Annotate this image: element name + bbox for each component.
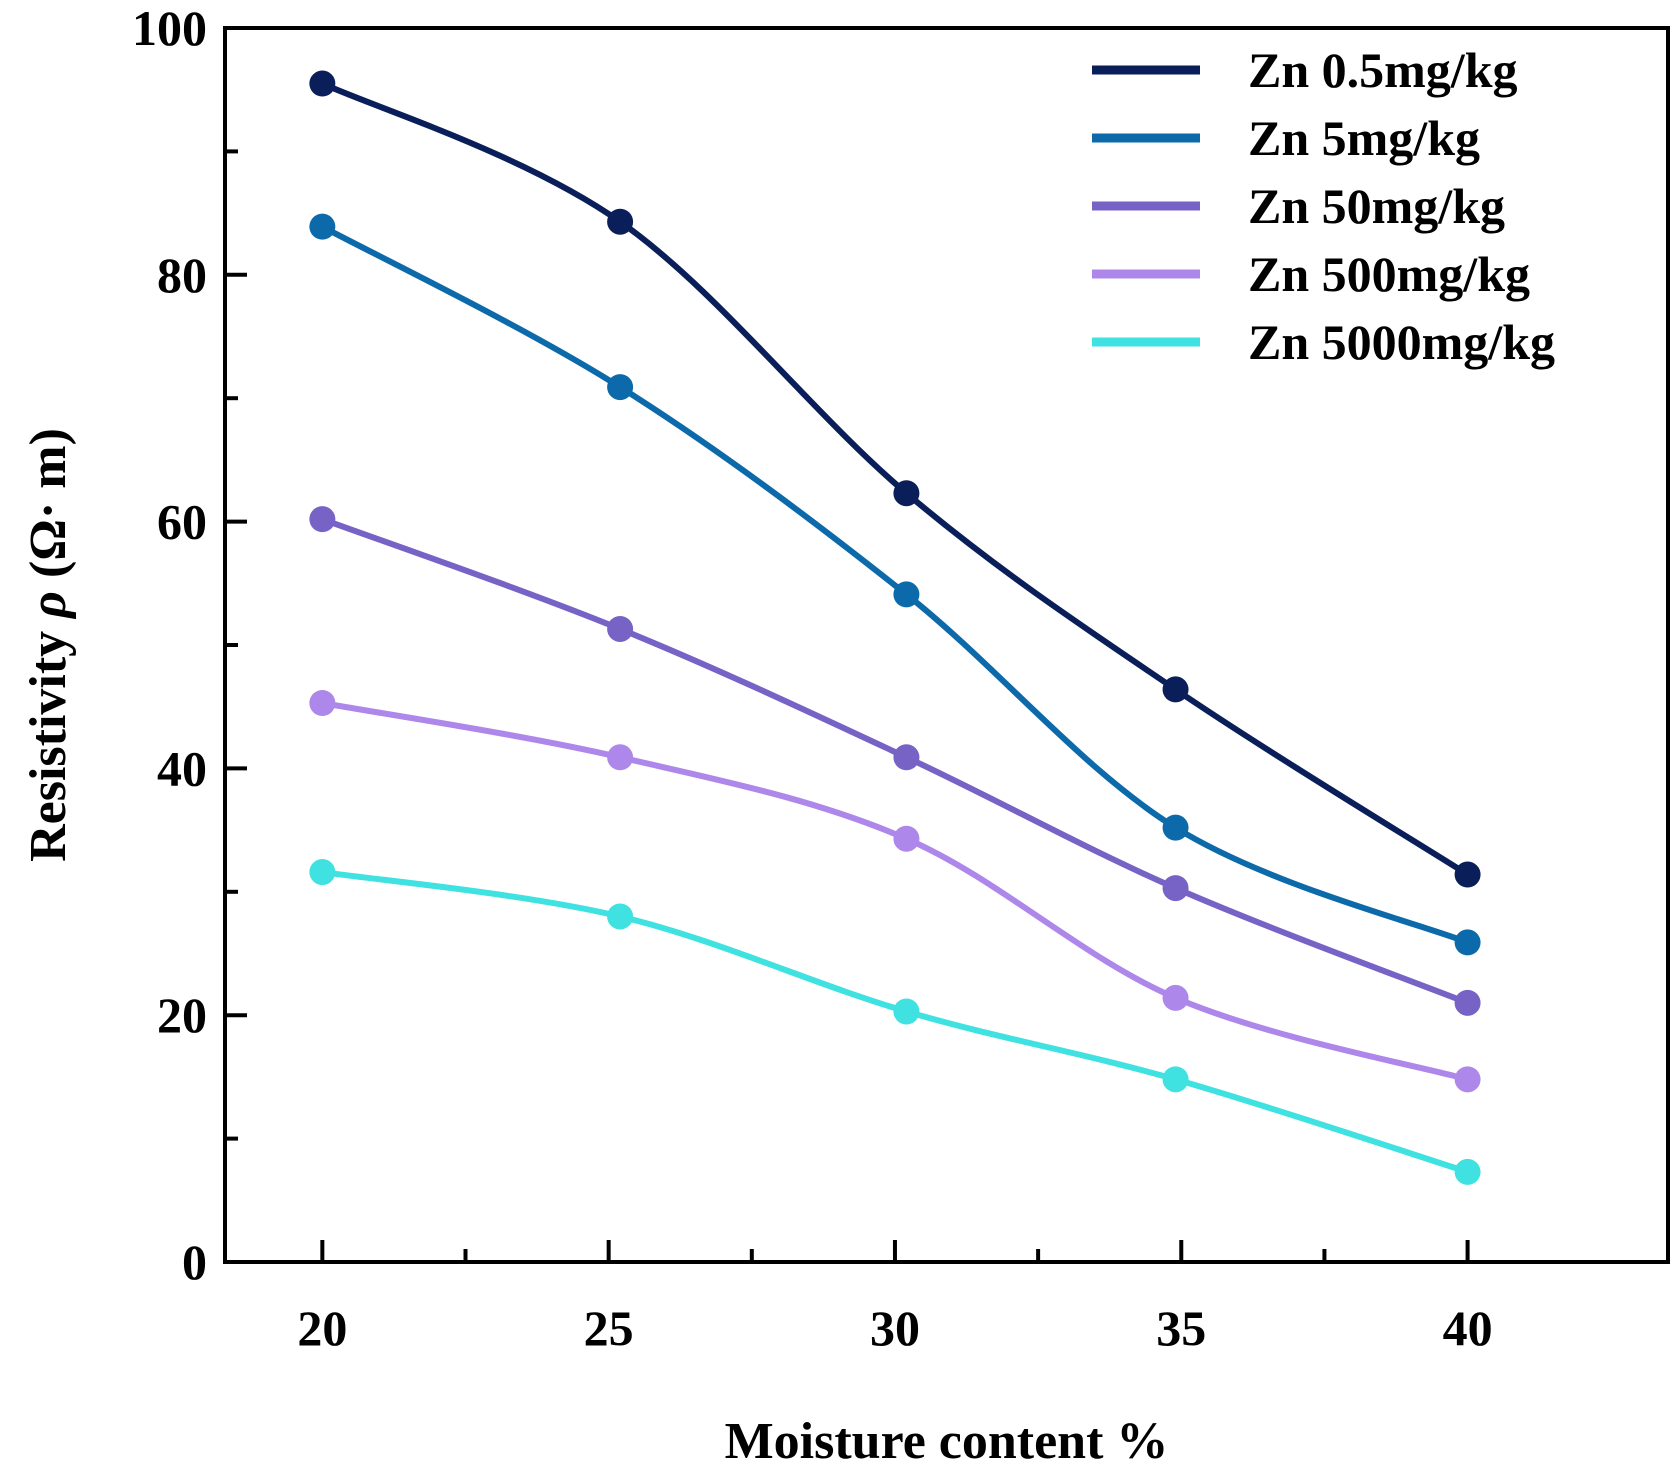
data-point [1162, 1066, 1189, 1093]
data-point [1454, 1158, 1481, 1185]
legend-item: Zn 500mg/kg [1092, 246, 1530, 302]
series-1 [309, 70, 1481, 888]
legend-item: Zn 0.5mg/kg [1092, 42, 1518, 98]
x-tick-label: 20 [297, 1300, 347, 1356]
data-point [309, 213, 336, 240]
data-point [1162, 875, 1189, 902]
y-axis-title-prefix: Resistivity [20, 618, 77, 862]
x-tick-label: 25 [584, 1300, 634, 1356]
data-point [893, 480, 920, 507]
data-point [309, 506, 336, 533]
legend-item: Zn 50mg/kg [1092, 178, 1505, 234]
y-tick-label: 20 [157, 987, 207, 1043]
legend: Zn 0.5mg/kg Zn 5mg/kg Zn 50mg/kg Zn 500mg/k… [1092, 42, 1555, 370]
series-5 [309, 859, 1481, 1185]
data-point [1162, 814, 1189, 841]
y-tick-label: 100 [132, 0, 207, 56]
data-point [893, 744, 920, 771]
y-tick-label: 40 [157, 740, 207, 796]
data-point [607, 208, 634, 235]
x-axis-title: Moisture content % [725, 1413, 1169, 1470]
legend-label: Zn 5000mg/kg [1248, 314, 1555, 370]
data-point [893, 825, 920, 852]
data-point [607, 615, 634, 642]
legend-label: Zn 5mg/kg [1248, 110, 1480, 166]
data-point [607, 903, 634, 930]
legend-label: Zn 0.5mg/kg [1248, 42, 1518, 98]
data-point [1454, 1066, 1481, 1093]
series-4 [309, 689, 1481, 1093]
x-tick-label: 30 [870, 1300, 920, 1356]
data-point [1162, 984, 1189, 1011]
legend-item: Zn 5mg/kg [1092, 110, 1480, 166]
series-line [319, 869, 1471, 1175]
y-tick-label: 0 [182, 1234, 207, 1290]
data-point [309, 689, 336, 716]
data-point [1454, 861, 1481, 888]
ticks-layer: 0 20 40 60 80 100 20 25 30 35 40 [132, 0, 1493, 1356]
data-point [309, 70, 336, 97]
data-point [309, 859, 336, 886]
data-point [1454, 989, 1481, 1016]
series-layer [309, 70, 1481, 1185]
data-point [1454, 929, 1481, 956]
x-tick-label: 40 [1443, 1300, 1493, 1356]
y-tick-label: 60 [157, 494, 207, 550]
data-point [607, 374, 634, 401]
series-3 [309, 506, 1481, 1016]
x-tick-label: 35 [1156, 1300, 1206, 1356]
data-point [607, 744, 634, 771]
y-axis-title-unit: (Ω· m) [20, 428, 77, 591]
y-axis-title: Resistivity ρ (Ω· m) [20, 428, 77, 862]
legend-item: Zn 5000mg/kg [1092, 314, 1555, 370]
legend-label: Zn 500mg/kg [1248, 246, 1530, 302]
series-2 [309, 213, 1481, 956]
data-point [893, 581, 920, 608]
data-point [893, 998, 920, 1025]
y-tick-label: 80 [157, 247, 207, 303]
data-point [1162, 676, 1189, 703]
y-axis-title-symbol: ρ [20, 591, 77, 620]
legend-label: Zn 50mg/kg [1248, 178, 1505, 234]
